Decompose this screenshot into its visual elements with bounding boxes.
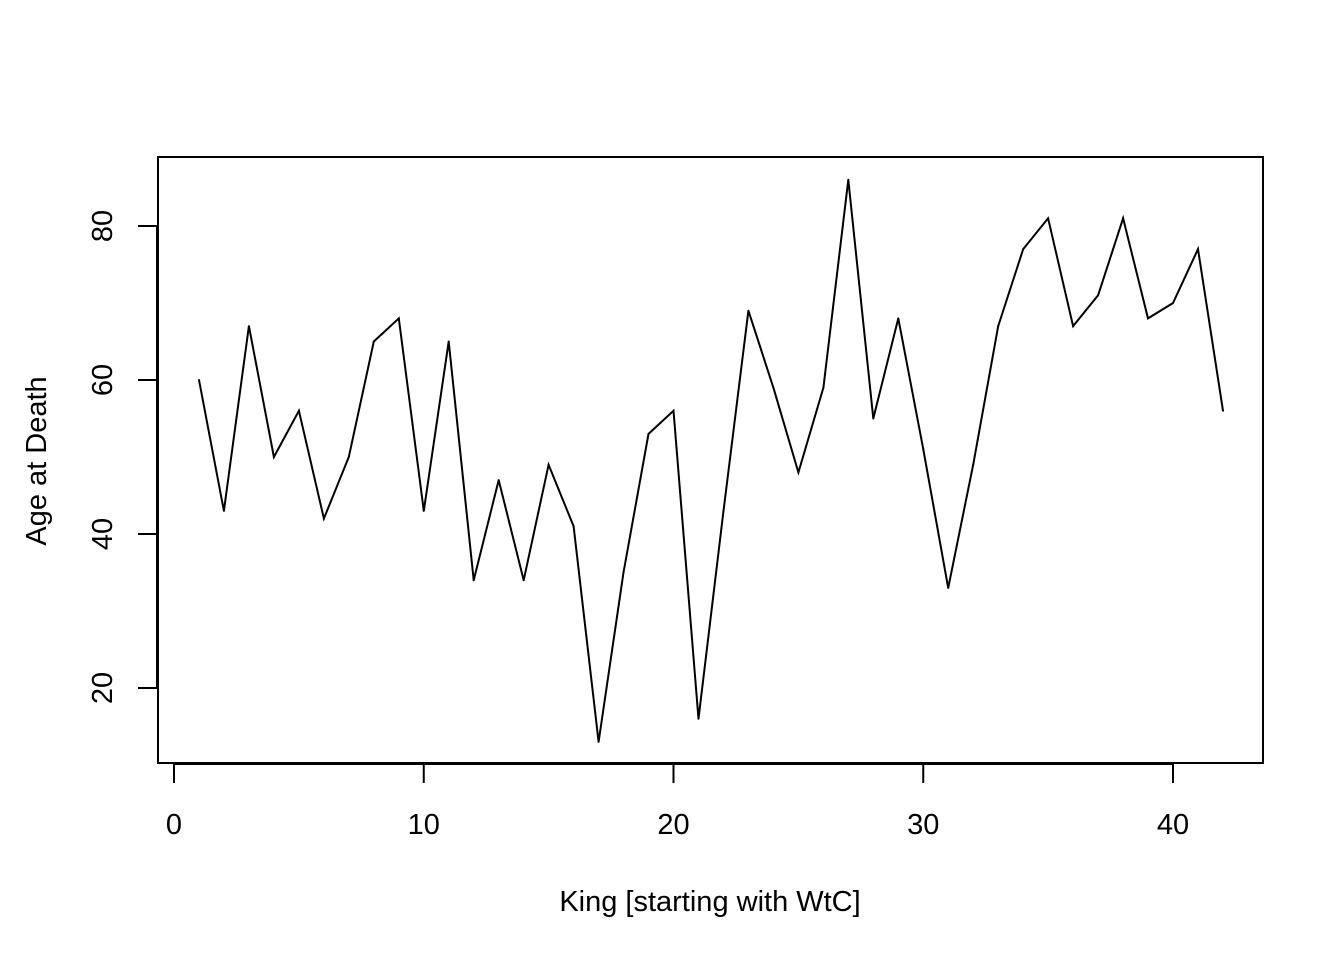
data-point	[747, 309, 750, 312]
data-point	[322, 517, 325, 520]
data-point	[272, 456, 275, 458]
x-tick-label: 10	[408, 809, 440, 841]
y-tick-label: 20	[87, 672, 119, 704]
data-point	[497, 479, 500, 482]
data-point	[897, 317, 900, 320]
data-point	[1172, 302, 1174, 304]
data-point	[872, 417, 875, 420]
data-point	[1047, 217, 1050, 220]
data-point	[472, 579, 475, 582]
data-point	[547, 463, 550, 466]
data-point	[797, 471, 800, 474]
data-point	[422, 509, 425, 512]
plot-box	[157, 156, 1264, 764]
y-tick-label: 60	[87, 364, 119, 396]
x-tick-label: 20	[657, 809, 689, 841]
series-line	[198, 179, 1224, 743]
data-point	[622, 571, 625, 574]
y-axis-title: Age at Death	[21, 376, 53, 545]
data-point	[372, 340, 375, 343]
series-layer	[197, 178, 1224, 743]
data-point	[572, 525, 575, 528]
data-point	[1196, 248, 1199, 251]
data-point	[1097, 294, 1100, 297]
x-axis-title: King [starting with WtC]	[559, 886, 860, 918]
data-point	[822, 386, 825, 389]
data-point	[1221, 409, 1224, 412]
x-axis: 0 10 20 30 40	[166, 763, 1189, 841]
x-tick-label: 40	[1157, 809, 1189, 841]
data-point	[1022, 248, 1025, 251]
data-point	[922, 448, 925, 451]
y-axis: 20 40 60 80	[87, 210, 158, 704]
data-point	[647, 432, 650, 435]
data-point	[1072, 325, 1075, 328]
x-tick-label: 30	[907, 809, 939, 841]
data-point	[772, 386, 775, 389]
data-point	[297, 409, 300, 412]
data-point	[1147, 317, 1150, 320]
data-point	[672, 409, 675, 412]
data-point	[997, 325, 1000, 328]
data-point	[347, 456, 350, 458]
data-point	[972, 463, 975, 466]
data-point	[447, 340, 450, 343]
data-point	[722, 509, 725, 512]
x-tick-label: 0	[166, 809, 182, 841]
data-point	[197, 379, 200, 381]
data-point	[397, 317, 400, 320]
data-point	[522, 579, 525, 582]
data-point	[1122, 217, 1125, 220]
data-point	[697, 717, 700, 720]
data-point	[947, 586, 950, 589]
data-point	[597, 740, 600, 743]
y-tick-label: 80	[87, 210, 119, 242]
y-tick-label: 40	[87, 518, 119, 550]
data-point	[247, 325, 250, 328]
data-point	[847, 178, 850, 181]
data-point	[222, 509, 225, 512]
